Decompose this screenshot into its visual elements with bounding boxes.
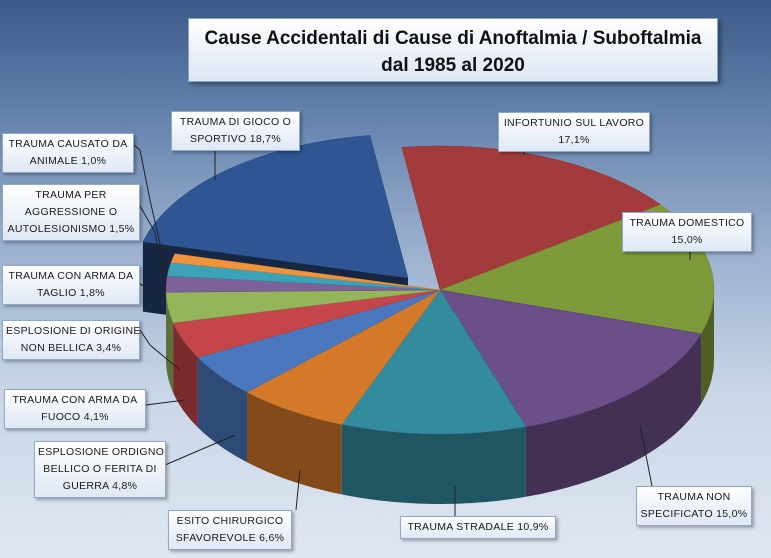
data-label-1: TRAUMA DOMESTICO 15,0% [622,212,752,252]
data-label-6-line-1: FUOCO 4,1% [41,411,109,423]
leader-line-8 [139,283,166,297]
data-label-10-line-1: ANIMALE 1,0% [29,155,107,167]
data-label-8: TRAUMA CON ARMA DA TAGLIO 1,8% [2,265,140,305]
leader-line-6 [145,399,186,406]
data-label-0: INFORTUNIO SUL LAVORO 17,1% [498,112,650,152]
slice-side-3 [341,424,526,504]
data-label-0-line-1: 17,1% [558,134,590,146]
data-label-1-line-0: TRAUMA DOMESTICO [629,217,745,229]
slice-2-trauma-non-specificato [439,289,702,427]
slice-side-4 [247,392,342,495]
slice-3-trauma-stradale [341,289,527,435]
data-label-9-line-1: AGGRESSIONE O [24,206,118,218]
slice-side-2 [525,333,702,497]
data-label-10: TRAUMA CAUSATO DA ANIMALE 1,0% [2,133,134,173]
leader-line-4 [295,469,301,511]
data-label-9-line-2: AUTOLESIONISMO 1,5% [7,223,135,235]
data-label-9: TRAUMA PER AGGRESSIONE O AUTOLESIONISMO 1,… [2,184,140,241]
data-label-7: ESPLOSIONE DI ORIGINE NON BELLICA 3,4% [2,320,140,360]
data-label-11: TRAUMA DI GIOCO O SPORTIVO 18,7% [171,111,300,151]
slice-10-trauma-causato-da-animale [170,253,441,291]
data-label-5-line-1: BELLICO O FERITA DI [43,463,157,475]
data-label-1-line-1: 15,0% [671,234,703,246]
leader-lines [133,144,691,516]
data-label-3: TRAUMA STRADALE 10,9% [400,516,556,539]
leader-line-9 [139,205,165,283]
data-label-5-line-2: GUERRA 4,8% [62,480,138,492]
chart-title-line-1: Cause Accidentali di Cause di Anoftalmia… [204,28,702,49]
data-label-11-line-1: SPORTIVO 18,7% [190,133,281,145]
data-label-5: ESPLOSIONE ORDIGNO BELLICO O FERITA DI GUE… [34,441,166,498]
slice-side-5 [197,357,247,463]
leader-line-2 [639,424,653,487]
data-label-6: TRAUMA CON ARMA DA FUOCO 4,1% [4,389,146,429]
leader-line-7 [139,329,181,371]
data-label-2-line-0: TRAUMA NON [657,491,731,503]
slice-side-7 [166,292,174,393]
slice-4-esito-chirurgico-sfavorevole [246,289,441,425]
slice-side-1 [701,290,714,404]
data-label-6-line-0: TRAUMA CON ARMA DA [12,394,138,406]
data-label-2: TRAUMA NON SPECIFICATO 15,0% [636,486,752,526]
data-label-10-line-0: TRAUMA CAUSATO DA [8,138,128,150]
slice-0-infortunio-sul-lavoro [401,145,662,291]
leader-line-5 [164,434,236,466]
data-label-4: ESITO CHIRURGICO SFAVOREVOLE 6,6% [168,510,292,550]
data-label-8-line-1: TAGLIO 1,8% [37,287,105,299]
leader-line-10 [133,144,167,271]
data-label-11-line-0: TRAUMA DI GIOCO O [179,116,292,128]
data-label-8-line-0: TRAUMA CON ARMA DA [8,270,134,282]
data-label-0-line-0: INFORTUNIO SUL LAVORO [503,117,645,129]
data-label-2-line-1: SPECIFICATO 15,0% [640,508,748,520]
slice-11-trauma-di-gioco-o-sportivo [142,135,409,279]
chart-title-line-2: dal 1985 al 2020 [381,55,525,76]
data-label-9-line-0: TRAUMA PER [35,189,107,201]
data-label-7-line-1: NON BELLICA 3,4% [20,342,122,354]
data-label-7-line-0: ESPLOSIONE DI ORIGINE [6,325,141,337]
data-label-4-line-1: SFAVOREVOLE 6,6% [175,532,285,544]
data-label-5-line-0: ESPLOSIONE ORDIGNO [38,446,165,458]
data-label-4-line-0: ESITO CHIRURGICO [176,515,284,527]
data-label-3-line-0: TRAUMA STRADALE 10,9% [407,521,549,533]
chart-title: Cause Accidentali di Cause di Anoftalmia… [188,18,718,82]
